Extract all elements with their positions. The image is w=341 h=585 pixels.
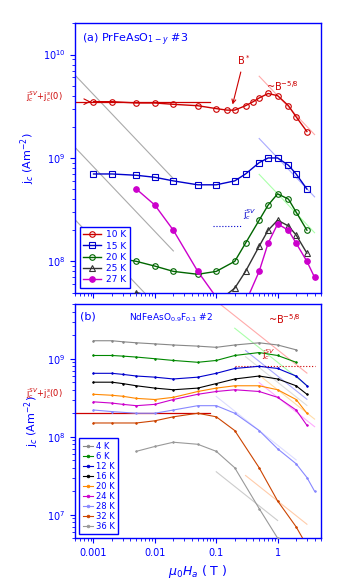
Text: H$_{on}$: H$_{on}$ [0,584,1,585]
Text: j$_c^{SV}$: j$_c^{SV}$ [243,207,256,222]
Text: B$^*$: B$^*$ [232,53,251,103]
Text: j$_c^{SV}$+j$_c^s$(0): j$_c^{SV}$+j$_c^s$(0) [26,386,62,401]
Text: ~B$^{-5/8}$: ~B$^{-5/8}$ [266,79,299,92]
Legend: 10 K, 15 K, 20 K, 25 K, 27 K: 10 K, 15 K, 20 K, 25 K, 27 K [79,227,130,288]
Text: ~B$^{-5/8}$: ~B$^{-5/8}$ [268,312,301,326]
Text: (b): (b) [80,311,96,321]
Text: (a) PrFeAsO$_{1-y}$ #3: (a) PrFeAsO$_{1-y}$ #3 [83,32,189,48]
Text: NdFeAsO$_{0.9}$F$_{0.1}$ #2: NdFeAsO$_{0.9}$F$_{0.1}$ #2 [129,311,213,324]
Legend: 4 K, 6 K, 12 K, 16 K, 20 K, 24 K, 28 K, 32 K, 36 K: 4 K, 6 K, 12 K, 16 K, 20 K, 24 K, 28 K, … [79,438,118,534]
Y-axis label: j$_c$ (Am$^{-2}$): j$_c$ (Am$^{-2}$) [18,132,37,184]
Y-axis label: j$_c$ (Am$^{-2}$): j$_c$ (Am$^{-2}$) [23,395,41,447]
Text: j$_c^{SV}$+j$_c^s$(0): j$_c^{SV}$+j$_c^s$(0) [26,88,62,104]
Text: j$_c^{SV}$: j$_c^{SV}$ [262,347,275,362]
X-axis label: $\mu_0 H_a$ ( T ): $\mu_0 H_a$ ( T ) [168,563,227,580]
